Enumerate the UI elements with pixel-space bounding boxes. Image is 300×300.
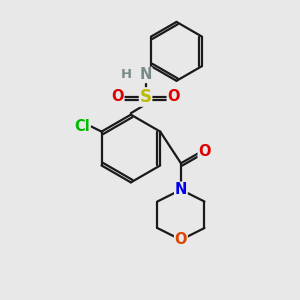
Text: N: N bbox=[140, 68, 152, 82]
Text: O: O bbox=[111, 89, 124, 104]
Text: O: O bbox=[175, 232, 187, 247]
Text: S: S bbox=[140, 88, 152, 106]
Text: H: H bbox=[121, 68, 132, 81]
Text: N: N bbox=[175, 182, 187, 197]
Text: O: O bbox=[198, 144, 211, 159]
Text: O: O bbox=[167, 89, 180, 104]
Text: Cl: Cl bbox=[74, 119, 90, 134]
